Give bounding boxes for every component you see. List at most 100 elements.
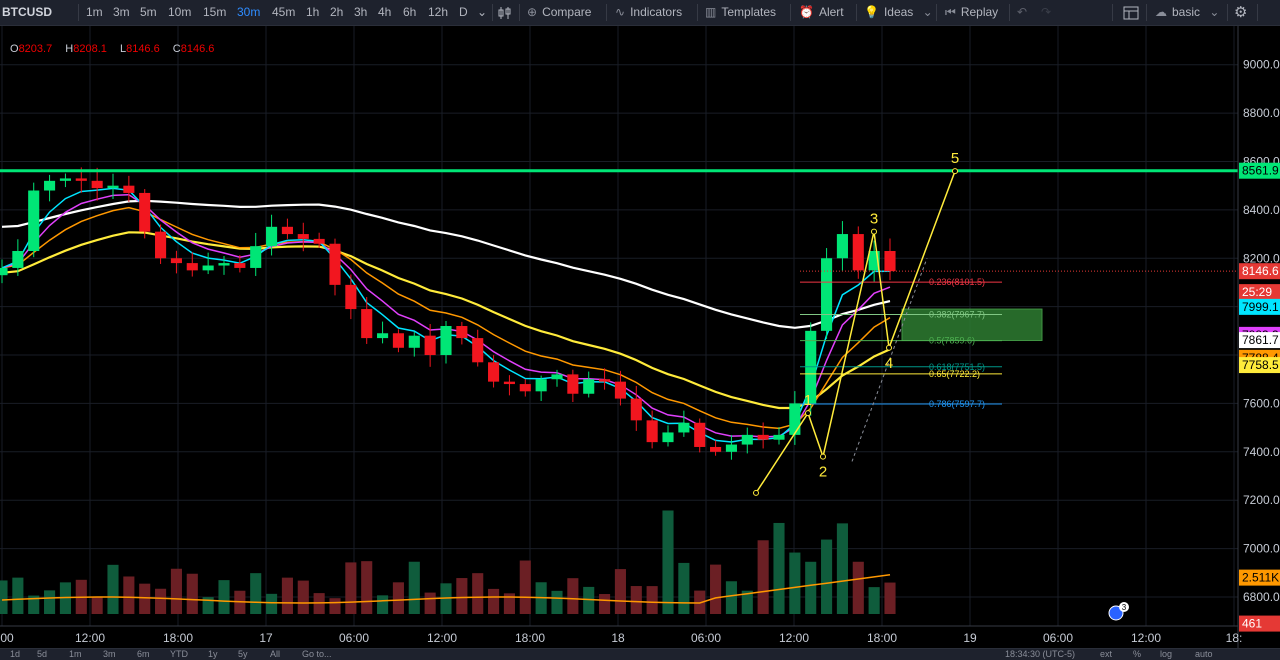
interval-2h[interactable]: 2h bbox=[330, 5, 344, 19]
compare-label: Compare bbox=[542, 5, 592, 19]
percent-toggle[interactable]: % bbox=[1133, 649, 1142, 659]
candle-body bbox=[472, 338, 484, 363]
range-1y[interactable]: 1y bbox=[208, 649, 218, 659]
volume-bar bbox=[567, 578, 579, 614]
fib-level-label: 0.65(7722.2) bbox=[929, 369, 980, 379]
time-tick-label: 18:00 bbox=[867, 631, 897, 645]
symbol-search[interactable]: BTCUSD bbox=[2, 5, 52, 19]
candle-body bbox=[757, 434, 769, 440]
open-value: 8203.7 bbox=[18, 43, 53, 55]
price-label-text: 7861.7 bbox=[1242, 333, 1279, 347]
candle-body bbox=[408, 335, 420, 348]
range-6m[interactable]: 6m bbox=[137, 649, 150, 659]
auto-toggle[interactable]: auto bbox=[1195, 649, 1213, 659]
candle-body bbox=[361, 309, 373, 339]
volume-series bbox=[0, 510, 896, 614]
goto-button[interactable]: Go to... bbox=[302, 649, 332, 659]
range-3m[interactable]: 3m bbox=[103, 649, 116, 659]
candle-body bbox=[519, 384, 531, 392]
volume-bar bbox=[678, 562, 690, 614]
price-tick-label: 7600.0 bbox=[1243, 396, 1280, 410]
templates-button[interactable]: ▥ Templates bbox=[705, 0, 776, 25]
volume-bar bbox=[519, 560, 531, 614]
range-1d[interactable]: 1d bbox=[10, 649, 21, 659]
interval-3m[interactable]: 3m bbox=[113, 5, 130, 19]
candle-body bbox=[345, 284, 357, 310]
moving-averages bbox=[1, 187, 891, 443]
chart-pane[interactable]: 0.236(8101.5) 0.382(7967.7) 0.5(7859.6) 0.6… bbox=[0, 26, 1280, 648]
high-value: 8208.1 bbox=[73, 43, 107, 55]
candle-body bbox=[456, 326, 468, 339]
elliott-wave-path bbox=[755, 170, 956, 494]
volume-bar bbox=[614, 569, 626, 614]
chevron-down-icon[interactable]: ⌄ bbox=[477, 5, 488, 19]
candle-body bbox=[488, 362, 500, 382]
price-label-tag bbox=[1239, 162, 1280, 179]
interval-30m[interactable]: 30m bbox=[237, 5, 261, 19]
range-ytd[interactable]: YTD bbox=[170, 649, 188, 659]
volume-bar bbox=[170, 568, 182, 614]
log-toggle[interactable]: log bbox=[1160, 649, 1173, 659]
interval-5m[interactable]: 5m bbox=[140, 5, 157, 19]
candle-body bbox=[75, 178, 87, 181]
volume-bar bbox=[12, 577, 24, 614]
alert-button[interactable]: ⏰ Alert bbox=[799, 0, 844, 25]
range-5d[interactable]: 5d bbox=[37, 649, 48, 659]
settings-icon[interactable]: ⚙ bbox=[1234, 4, 1248, 21]
volume-bar bbox=[345, 562, 357, 614]
candle-body bbox=[535, 379, 547, 392]
price-label-tag bbox=[1239, 332, 1280, 349]
price-label-tag bbox=[1239, 569, 1280, 586]
candle-body bbox=[107, 185, 119, 189]
interval-12h[interactable]: 12h bbox=[428, 5, 449, 19]
interval-6h[interactable]: 6h bbox=[403, 5, 417, 19]
layout-icon[interactable] bbox=[1123, 0, 1139, 25]
indicators-button[interactable]: ∿ Indicators bbox=[615, 0, 682, 25]
range-1m[interactable]: 1m bbox=[69, 649, 82, 659]
volume-bar bbox=[757, 540, 769, 614]
time-tick-label: 19 bbox=[963, 631, 977, 645]
toolbar-divider bbox=[697, 4, 698, 21]
price-label-tag bbox=[1239, 615, 1280, 632]
moving-average-line bbox=[1, 193, 891, 438]
time-tick-label: 18:00 bbox=[515, 631, 545, 645]
chart-canvas[interactable]: 0.236(8101.5) 0.382(7967.7) 0.5(7859.6) 0.6… bbox=[0, 26, 1280, 648]
price-label-text: 8146.6 bbox=[1242, 264, 1279, 278]
range-5y[interactable]: 5y bbox=[238, 649, 248, 659]
ohlc-legend: O8203.7 H8208.1 L8146.6 C8146.6 bbox=[0, 43, 214, 55]
interval-3h[interactable]: 3h bbox=[354, 5, 368, 19]
price-label-text: 7758.5 bbox=[1242, 358, 1279, 372]
interval-1m[interactable]: 1m bbox=[86, 5, 103, 19]
ideas-icon: 💡 bbox=[864, 5, 879, 19]
interval-D[interactable]: D bbox=[459, 5, 468, 19]
candles-icon[interactable] bbox=[498, 0, 512, 25]
candle-body bbox=[377, 333, 389, 339]
range-all[interactable]: All bbox=[270, 649, 281, 659]
candle-body bbox=[12, 251, 24, 268]
ext-toggle[interactable]: ext bbox=[1100, 649, 1113, 659]
interval-45m[interactable]: 45m bbox=[272, 5, 296, 19]
volume-bar bbox=[297, 580, 309, 614]
candle-body bbox=[583, 379, 595, 394]
volume-bar bbox=[551, 590, 563, 614]
undo-icon[interactable]: ↶ bbox=[1017, 5, 1028, 19]
volume-bar bbox=[28, 595, 40, 614]
volume-bar bbox=[741, 590, 753, 614]
ideas-button[interactable]: 💡 Ideas ⌄ bbox=[864, 0, 938, 25]
interval-15m[interactable]: 15m bbox=[203, 5, 227, 19]
volume-bar bbox=[123, 576, 135, 614]
price-tick-label: 7000.0 bbox=[1243, 542, 1280, 556]
low-value: 8146.6 bbox=[126, 43, 160, 55]
candle-body bbox=[884, 251, 896, 272]
compare-button[interactable]: ⊕ Compare bbox=[527, 0, 591, 25]
chevron-down-icon: ⌄ bbox=[1209, 5, 1220, 19]
layout-name-button[interactable]: ☁ basic ⌄ bbox=[1155, 0, 1224, 25]
interval-10m[interactable]: 10m bbox=[168, 5, 192, 19]
interval-4h[interactable]: 4h bbox=[378, 5, 392, 19]
interval-1h[interactable]: 1h bbox=[306, 5, 320, 19]
volume-bar bbox=[599, 594, 611, 614]
redo-icon[interactable]: ↷ bbox=[1041, 5, 1052, 19]
replay-button[interactable]: ⏮ Replay bbox=[945, 0, 998, 25]
candle-body bbox=[630, 398, 642, 421]
price-label-text: 7999.1 bbox=[1242, 300, 1279, 314]
